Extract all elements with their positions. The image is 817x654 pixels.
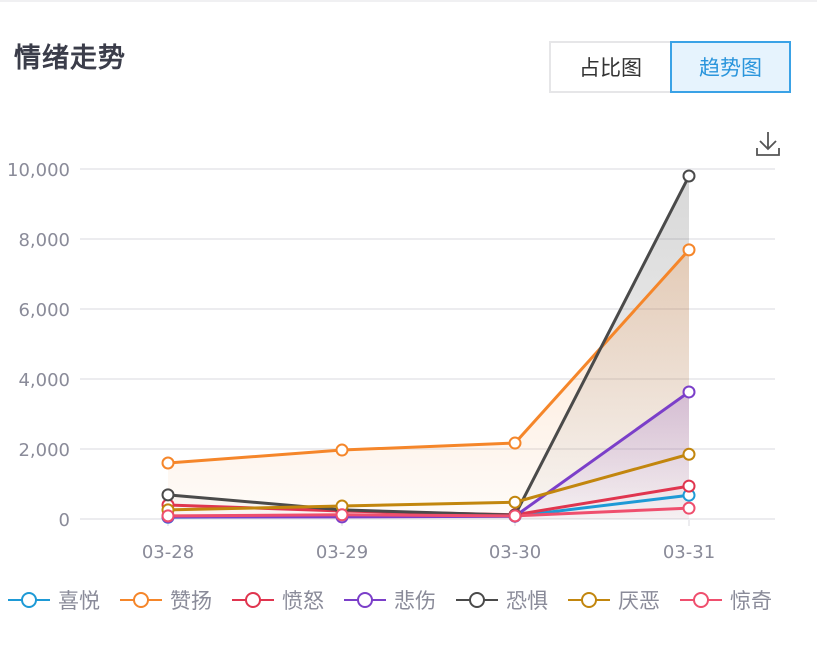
download-button[interactable] (752, 128, 784, 160)
y-tick-label: 0 (59, 510, 70, 531)
legend-item[interactable]: 赞扬 (120, 585, 212, 615)
legend-line-marker-icon (120, 592, 162, 608)
legend-item[interactable]: 恐惧 (456, 585, 548, 615)
series-area (168, 249, 689, 519)
y-tick-label: 6,000 (18, 300, 70, 321)
legend-line-marker-icon (680, 592, 722, 608)
legend-item[interactable]: 喜悦 (8, 585, 100, 615)
page-title: 情绪走势 (14, 43, 126, 74)
legend-label: 厌恶 (618, 589, 660, 613)
data-point[interactable] (335, 508, 349, 522)
legend-item[interactable]: 愤怒 (232, 585, 324, 615)
data-point[interactable] (682, 243, 696, 257)
data-point[interactable] (161, 456, 175, 470)
data-point[interactable] (682, 385, 696, 399)
legend-item[interactable]: 惊奇 (680, 585, 772, 615)
series-line (167, 506, 690, 518)
tab-proportion-chart[interactable]: 占比图 (549, 41, 670, 93)
x-tick-label: 03-28 (142, 542, 194, 563)
tab-trend-chart[interactable]: 趋势图 (670, 41, 791, 93)
legend-label: 喜悦 (58, 589, 100, 613)
legend-line-marker-icon (232, 592, 274, 608)
legend-label: 悲伤 (394, 589, 436, 613)
legend-item[interactable]: 悲伤 (344, 585, 436, 615)
data-point[interactable] (508, 495, 522, 509)
data-point[interactable] (161, 509, 175, 523)
data-point[interactable] (682, 501, 696, 515)
series-line (167, 452, 690, 512)
data-point[interactable] (682, 479, 696, 493)
y-tick-label: 8,000 (18, 230, 70, 251)
x-tick-label: 03-29 (316, 542, 368, 563)
data-point[interactable] (682, 447, 696, 461)
legend-line-marker-icon (344, 592, 386, 608)
y-tick-label: 2,000 (18, 440, 70, 461)
download-icon (756, 132, 780, 156)
legend-label: 恐惧 (506, 589, 548, 613)
trend-line-chart: 0 2,000 4,000 6,000 8,000 10,000 03-28 03-29 03-… (7, 160, 775, 563)
legend-label: 赞扬 (170, 589, 212, 613)
chart-type-toggle: 占比图 趋势图 (549, 41, 791, 93)
legend-label: 惊奇 (730, 589, 772, 613)
series-line (167, 175, 691, 517)
chart-legend: 喜悦 赞扬 愤怒 悲伤 恐惧 厌恶 惊奇 (8, 585, 792, 615)
top-divider (0, 0, 817, 2)
data-point[interactable] (161, 488, 175, 502)
legend-line-marker-icon (456, 592, 498, 608)
legend-line-marker-icon (8, 592, 50, 608)
data-point[interactable] (508, 436, 522, 450)
x-tick-label: 03-30 (489, 542, 541, 563)
data-point[interactable] (508, 509, 522, 523)
data-point[interactable] (682, 169, 696, 183)
legend-item[interactable]: 厌恶 (568, 585, 660, 615)
y-tick-label: 10,000 (7, 160, 70, 181)
legend-line-marker-icon (568, 592, 610, 608)
y-tick-label: 4,000 (18, 370, 70, 391)
legend-label: 愤怒 (282, 589, 324, 613)
data-point[interactable] (335, 443, 349, 457)
x-tick-label: 03-31 (663, 542, 715, 563)
series-area (168, 391, 689, 519)
